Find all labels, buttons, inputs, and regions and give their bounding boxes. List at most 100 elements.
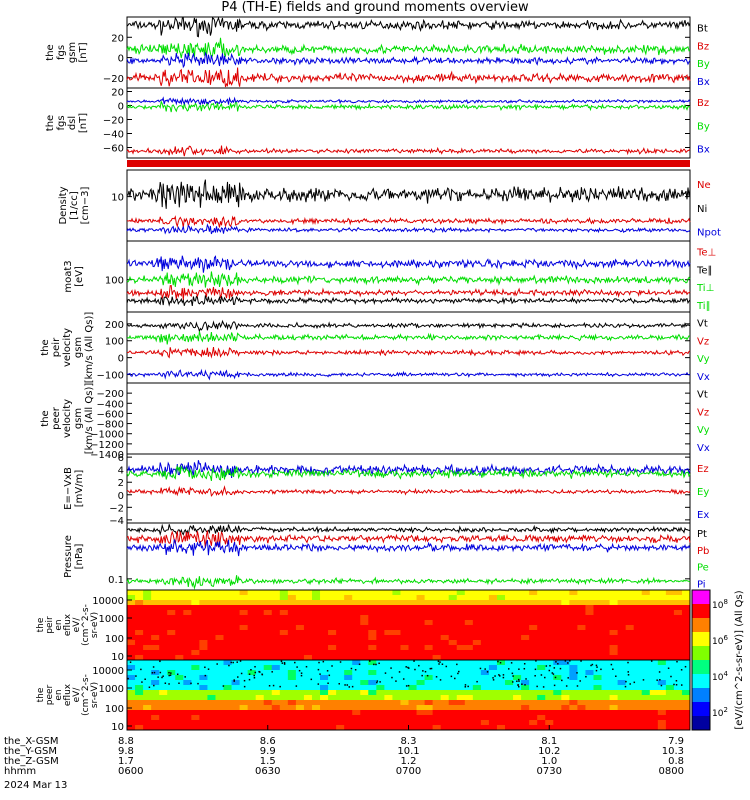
spectrogram-cell <box>569 640 578 646</box>
spectrogram-cell <box>569 690 578 696</box>
spectrogram-cell <box>617 695 627 701</box>
spectrogram-cell <box>456 590 466 596</box>
spectrogram-cell <box>215 595 225 601</box>
spectrogram-cell <box>247 625 257 631</box>
spectrogram-cell <box>537 600 546 606</box>
spectrogram-speck <box>624 685 627 688</box>
y-tick-label: 100 <box>105 276 124 287</box>
y-tick-label: 100 <box>105 634 124 645</box>
spectrogram-cell <box>344 685 353 691</box>
spectrogram-speck <box>627 671 629 673</box>
spectrogram-cell <box>432 670 442 676</box>
spectrogram-cell <box>673 655 683 661</box>
spectrogram-cell <box>480 700 490 706</box>
panel-ylabel: thepeirvelocitygsm[km/s (All Qs)] <box>40 312 95 384</box>
spectrogram-cell <box>360 625 369 631</box>
spectrogram-cell <box>279 710 289 716</box>
spectrogram-cell <box>279 630 289 636</box>
spectrogram-cell <box>577 610 586 616</box>
spectrogram-cell <box>448 625 458 631</box>
spectrogram-cell <box>287 720 297 726</box>
spectrogram-cell <box>472 710 482 716</box>
spectrogram-cell <box>561 705 570 711</box>
spectrogram-cell <box>440 705 450 711</box>
spectrogram-cell <box>328 630 337 636</box>
spectrogram-cell <box>537 625 546 631</box>
spectrogram-cell <box>553 600 562 606</box>
spectrogram-cell <box>191 680 200 686</box>
spectrogram-cell <box>207 720 216 726</box>
spectrogram-cell <box>585 720 594 726</box>
spectrogram-speck <box>184 676 186 678</box>
spectrogram-cell <box>376 620 385 626</box>
spectrogram-cell <box>183 670 192 676</box>
spectrogram-cell <box>392 610 401 616</box>
spectrogram-cell <box>609 700 619 706</box>
spectrogram-cell <box>199 615 208 621</box>
spectrogram-cell <box>513 650 522 656</box>
spectrogram-cell <box>505 685 514 691</box>
spectrogram-cell <box>529 610 538 616</box>
spectrogram-cell <box>247 620 257 626</box>
spectrogram-cell <box>649 685 659 691</box>
spectrogram-cell <box>239 675 249 681</box>
spectrogram-cell <box>376 675 385 681</box>
spectrogram-cell <box>255 605 265 611</box>
spectrogram-cell <box>529 625 538 631</box>
spectrogram-cell <box>480 625 490 631</box>
spectrogram-cell <box>320 615 329 621</box>
spectrogram-cell <box>392 705 401 711</box>
spectrogram-cell <box>207 725 216 731</box>
spectrogram-cell <box>135 595 144 601</box>
spectrogram-cell <box>344 600 353 606</box>
spectrogram-speck <box>168 671 170 674</box>
spectrogram-cell <box>384 655 393 661</box>
spectrogram-speck <box>540 674 543 676</box>
spectrogram-cell <box>151 600 160 606</box>
spectrogram-cell <box>400 715 409 721</box>
spectrogram-speck <box>148 686 151 689</box>
spectrogram-cell <box>311 605 321 611</box>
spectrogram-cell <box>263 640 273 646</box>
spectrogram-cell <box>151 705 160 711</box>
spectrogram-cell <box>151 640 160 646</box>
panel-ylabel: thepeervelocitygsm[km/s (All Qs)] <box>40 383 95 455</box>
spectrogram-cell <box>617 635 627 641</box>
spectrogram-cell <box>223 660 233 666</box>
spectrogram-cell <box>143 725 152 731</box>
spectrogram-cell <box>480 620 490 626</box>
spectrogram-cell <box>553 630 562 636</box>
spectrogram-cell <box>553 700 562 706</box>
spectrogram-cell <box>625 675 635 681</box>
spectrogram-cell <box>368 640 377 646</box>
spectrogram-cell <box>593 655 603 661</box>
spectrogram-cell <box>167 710 176 716</box>
spectrogram-cell <box>247 680 257 686</box>
spectrogram-cell <box>271 590 281 596</box>
spectrogram-speck <box>348 686 351 688</box>
spectrogram-cell <box>657 630 667 636</box>
spectrogram-cell <box>247 640 257 646</box>
spectrogram-speck <box>197 682 199 685</box>
spectrogram-cell <box>585 700 594 706</box>
spectrogram-cell <box>295 695 305 701</box>
spectrogram-cell <box>681 635 691 641</box>
spectrogram-cell <box>368 710 377 716</box>
spectrogram-cell <box>561 625 570 631</box>
spectrogram-cell <box>553 690 562 696</box>
spectrogram-cell <box>681 690 691 696</box>
spectrogram-cell <box>505 645 514 651</box>
spectrogram-cell <box>545 700 554 706</box>
spectrogram-cell <box>657 615 667 621</box>
spectrogram-cell <box>295 720 305 726</box>
spectrogram-cell <box>561 720 570 726</box>
spectrogram-cell <box>360 670 369 676</box>
spectrogram-cell <box>673 705 683 711</box>
spectrogram-cell <box>561 590 570 596</box>
spectrogram-cell <box>392 670 401 676</box>
spectrogram-speck <box>554 676 557 679</box>
spectrogram-cell <box>287 600 297 606</box>
spectrogram-cell <box>320 630 329 636</box>
spectrogram-cell <box>609 640 619 646</box>
y-tick-label: −40 <box>103 130 124 141</box>
